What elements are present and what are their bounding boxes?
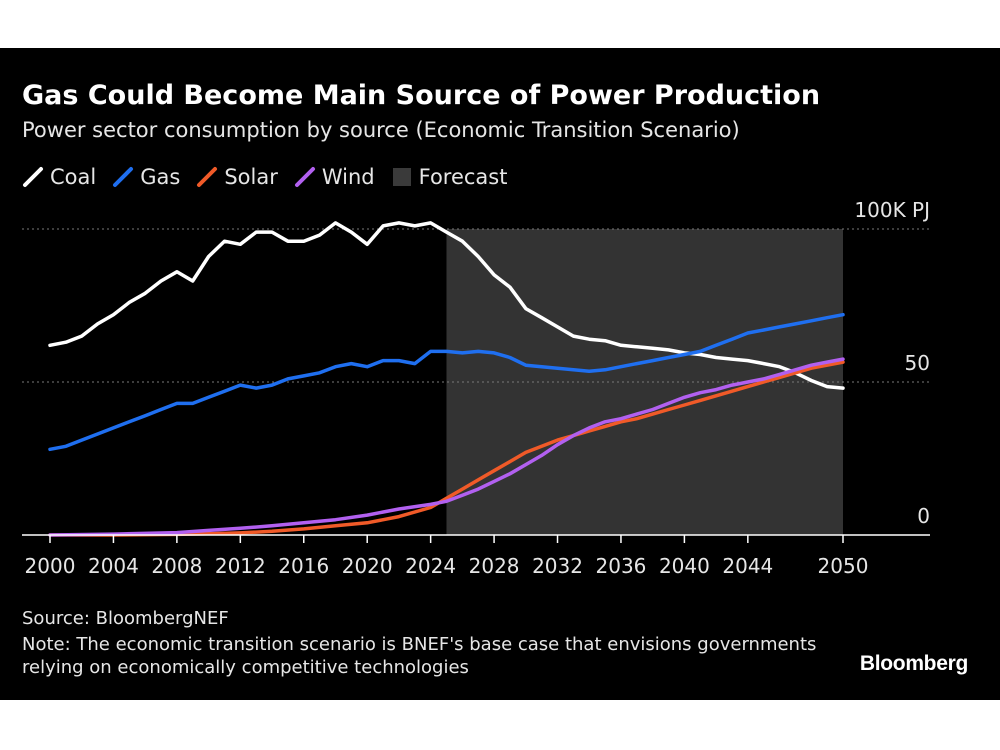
x-tick-label: 2000	[25, 554, 76, 578]
chart-subtitle: Power sector consumption by source (Econ…	[22, 118, 740, 142]
line-chart: 0 50 100K PJ 2000 2004 2008 2012 2016 2020 2024 20…	[22, 198, 930, 578]
gas-line-icon	[112, 166, 134, 188]
coal-line-icon	[22, 166, 44, 188]
legend-item-gas: Gas	[112, 165, 180, 189]
y-tick-label: 50	[905, 351, 930, 375]
bloomberg-logo: Bloomberg	[859, 652, 968, 675]
series-line-coal	[48, 221, 845, 390]
legend-item-solar: Solar	[196, 165, 278, 189]
legend-label-gas: Gas	[140, 165, 181, 189]
source-text: Source: BloombergNEF	[22, 608, 229, 629]
y-tick-label: 0	[917, 504, 930, 528]
x-tick-label: 2012	[215, 554, 266, 578]
x-tick-label: 2008	[151, 554, 202, 578]
legend-item-wind: Wind	[294, 165, 375, 189]
legend-label-coal: Coal	[50, 165, 97, 189]
chart-title: Gas Could Become Main Source of Power Pr…	[22, 80, 821, 111]
note-text: Note: The economic transition scenario i…	[22, 634, 817, 678]
x-tick-label: 2028	[469, 554, 520, 578]
legend-item-coal: Coal	[22, 165, 96, 189]
x-tick-label: 2044	[722, 554, 773, 578]
legend-label-forecast: Forecast	[418, 165, 508, 189]
x-tick-label: 2032	[532, 554, 583, 578]
legend-label-wind: Wind	[321, 165, 375, 189]
legend-label-solar: Solar	[224, 165, 278, 189]
series-line-gas	[48, 312, 845, 452]
solar-line-icon	[196, 166, 218, 188]
series-line-solar	[48, 360, 845, 537]
x-tick-label: 2020	[342, 554, 393, 578]
chart-card: Gas Could Become Main Source of Power Pr…	[0, 48, 1000, 700]
legend: Coal Gas Solar Wind Forecast	[22, 162, 523, 192]
wind-line-icon	[294, 166, 316, 188]
forecast-swatch-icon	[391, 166, 413, 188]
x-tick-label: 2036	[596, 554, 647, 578]
legend-item-forecast: Forecast	[391, 165, 508, 189]
y-tick-label: 100K PJ	[854, 198, 930, 222]
series-line-wind	[48, 357, 845, 537]
x-tick-label: 2016	[278, 554, 329, 578]
x-tick-label: 2024	[405, 554, 456, 578]
x-tick-label: 2040	[659, 554, 710, 578]
x-tick-label: 2004	[88, 554, 139, 578]
x-tick-label: 2050	[818, 554, 869, 578]
